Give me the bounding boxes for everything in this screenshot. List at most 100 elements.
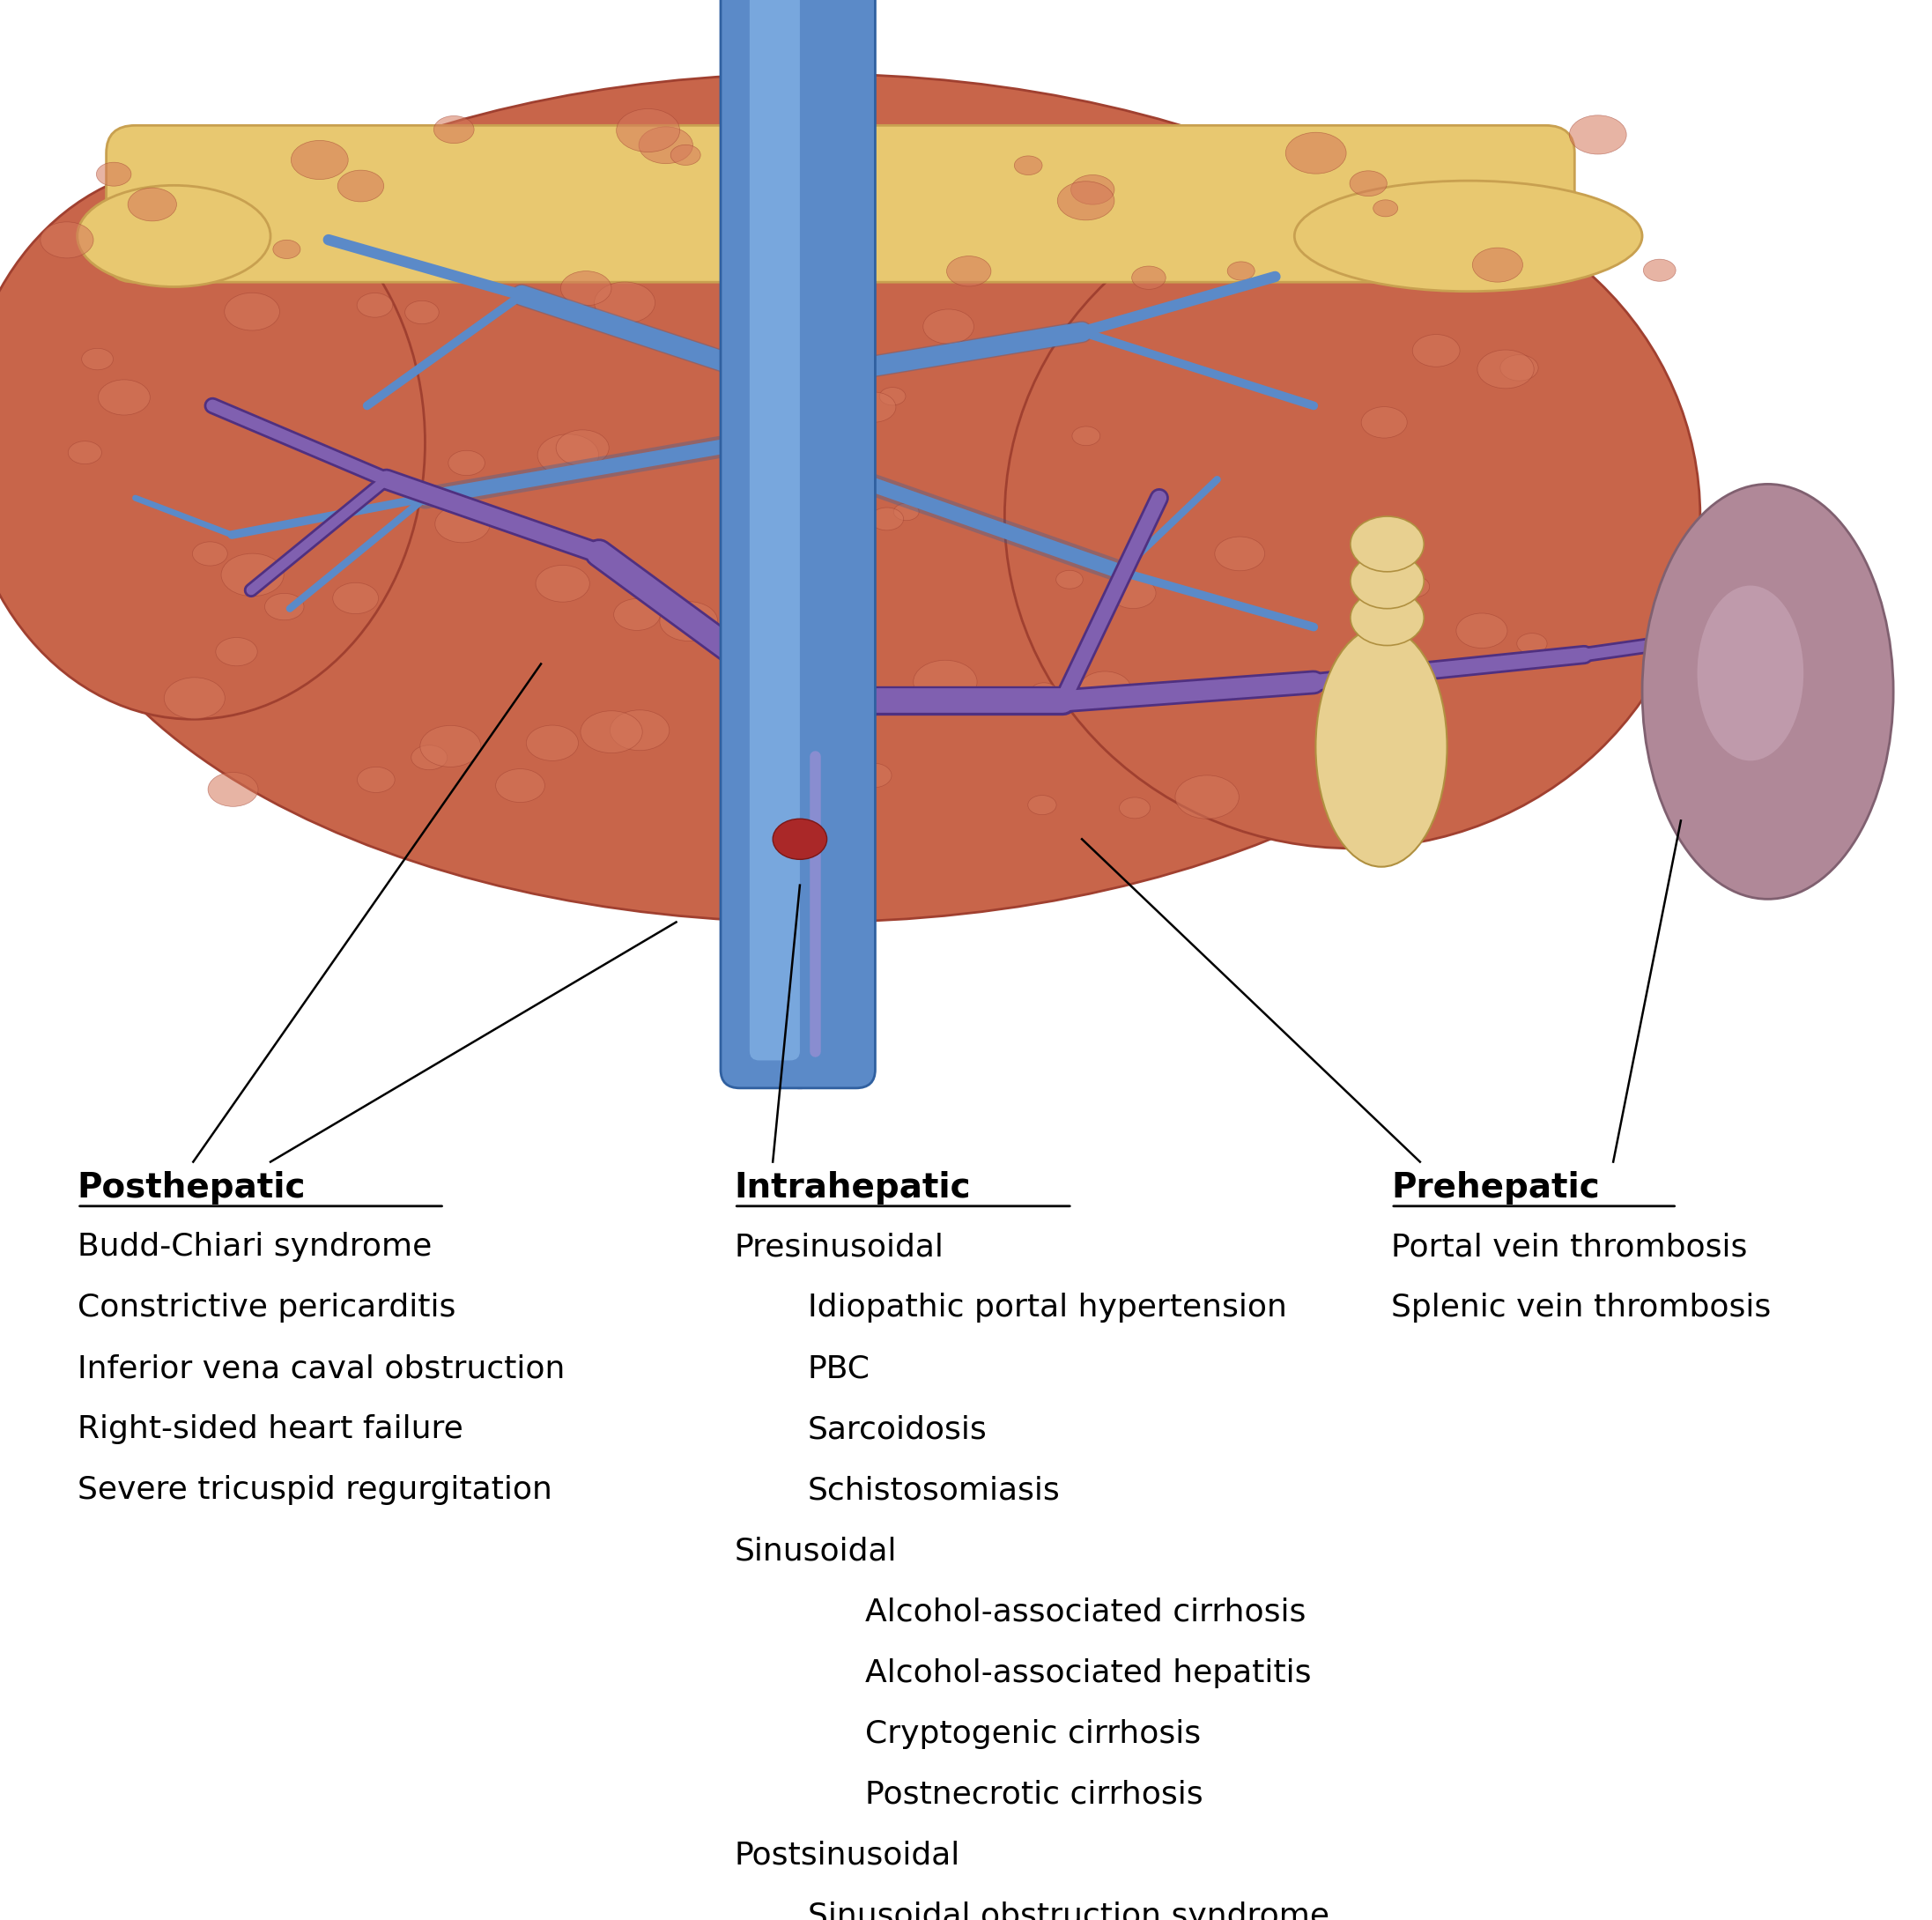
Ellipse shape bbox=[1350, 589, 1424, 645]
FancyBboxPatch shape bbox=[750, 0, 800, 1060]
Text: Sarcoidosis: Sarcoidosis bbox=[808, 1415, 987, 1444]
Text: Sinusoidal obstruction syndrome: Sinusoidal obstruction syndrome bbox=[808, 1901, 1329, 1920]
Ellipse shape bbox=[224, 292, 280, 330]
Ellipse shape bbox=[220, 553, 284, 597]
Ellipse shape bbox=[1642, 484, 1893, 899]
Ellipse shape bbox=[782, 250, 813, 273]
Ellipse shape bbox=[448, 451, 485, 476]
Ellipse shape bbox=[97, 163, 131, 186]
Ellipse shape bbox=[1350, 516, 1424, 572]
Text: Sinusoidal: Sinusoidal bbox=[734, 1536, 896, 1567]
Ellipse shape bbox=[1005, 184, 1700, 849]
Ellipse shape bbox=[1350, 553, 1424, 609]
Ellipse shape bbox=[1070, 175, 1115, 205]
Ellipse shape bbox=[272, 240, 299, 259]
Ellipse shape bbox=[0, 165, 425, 720]
Ellipse shape bbox=[750, 710, 794, 741]
Ellipse shape bbox=[616, 109, 680, 152]
Ellipse shape bbox=[338, 171, 384, 202]
Ellipse shape bbox=[1374, 200, 1399, 217]
Ellipse shape bbox=[639, 127, 694, 163]
Ellipse shape bbox=[1472, 248, 1522, 282]
Ellipse shape bbox=[914, 660, 978, 703]
Ellipse shape bbox=[1644, 259, 1675, 282]
Ellipse shape bbox=[193, 541, 228, 566]
Text: Postsinusoidal: Postsinusoidal bbox=[734, 1841, 960, 1870]
Text: Right-sided heart failure: Right-sided heart failure bbox=[77, 1415, 464, 1444]
Text: Alcohol-associated hepatitis: Alcohol-associated hepatitis bbox=[866, 1659, 1312, 1688]
Text: Inferior vena caval obstruction: Inferior vena caval obstruction bbox=[77, 1354, 564, 1384]
Text: Idiopathic portal hypertension: Idiopathic portal hypertension bbox=[808, 1292, 1287, 1323]
Text: Schistosomiasis: Schistosomiasis bbox=[808, 1475, 1061, 1505]
Ellipse shape bbox=[879, 388, 906, 405]
Ellipse shape bbox=[1078, 672, 1130, 707]
Ellipse shape bbox=[835, 109, 869, 132]
Ellipse shape bbox=[1362, 407, 1406, 438]
Ellipse shape bbox=[1350, 171, 1387, 196]
Ellipse shape bbox=[1014, 156, 1041, 175]
Ellipse shape bbox=[1569, 115, 1627, 154]
Text: PBC: PBC bbox=[808, 1354, 869, 1384]
Ellipse shape bbox=[852, 392, 896, 422]
Ellipse shape bbox=[556, 430, 609, 467]
Ellipse shape bbox=[560, 271, 611, 305]
Ellipse shape bbox=[265, 593, 303, 620]
FancyBboxPatch shape bbox=[721, 0, 875, 1089]
Ellipse shape bbox=[419, 726, 481, 766]
Ellipse shape bbox=[856, 764, 891, 787]
Ellipse shape bbox=[1397, 576, 1430, 597]
Ellipse shape bbox=[614, 599, 661, 630]
Ellipse shape bbox=[39, 73, 1584, 922]
Ellipse shape bbox=[1119, 797, 1150, 818]
Text: Splenic vein thrombosis: Splenic vein thrombosis bbox=[1391, 1292, 1772, 1323]
Ellipse shape bbox=[611, 710, 668, 751]
Ellipse shape bbox=[406, 301, 439, 324]
Ellipse shape bbox=[292, 140, 348, 179]
Ellipse shape bbox=[1412, 334, 1461, 367]
Ellipse shape bbox=[41, 223, 93, 257]
Ellipse shape bbox=[1030, 684, 1057, 701]
Ellipse shape bbox=[1457, 612, 1507, 649]
Text: Cryptogenic cirrhosis: Cryptogenic cirrhosis bbox=[866, 1718, 1202, 1749]
Text: Constrictive pericarditis: Constrictive pericarditis bbox=[77, 1292, 456, 1323]
Ellipse shape bbox=[357, 766, 394, 793]
Ellipse shape bbox=[332, 582, 379, 614]
Ellipse shape bbox=[923, 309, 974, 344]
Ellipse shape bbox=[216, 637, 257, 666]
Ellipse shape bbox=[1517, 634, 1548, 655]
Ellipse shape bbox=[1132, 267, 1165, 290]
Ellipse shape bbox=[209, 772, 259, 806]
Ellipse shape bbox=[1215, 538, 1265, 570]
Ellipse shape bbox=[81, 348, 114, 371]
Ellipse shape bbox=[1478, 349, 1534, 388]
Ellipse shape bbox=[497, 768, 545, 803]
Ellipse shape bbox=[128, 188, 176, 221]
Ellipse shape bbox=[1175, 776, 1238, 818]
Ellipse shape bbox=[670, 144, 701, 165]
Text: Intrahepatic: Intrahepatic bbox=[734, 1171, 970, 1204]
Ellipse shape bbox=[1227, 261, 1254, 280]
Ellipse shape bbox=[537, 434, 599, 476]
Ellipse shape bbox=[595, 282, 655, 323]
FancyBboxPatch shape bbox=[106, 125, 1575, 282]
Text: Portal vein thrombosis: Portal vein thrombosis bbox=[1391, 1233, 1747, 1261]
Ellipse shape bbox=[1316, 628, 1447, 866]
Ellipse shape bbox=[164, 678, 224, 718]
Ellipse shape bbox=[1111, 578, 1155, 609]
Ellipse shape bbox=[435, 505, 491, 543]
Ellipse shape bbox=[773, 818, 827, 860]
Ellipse shape bbox=[947, 255, 991, 286]
Text: Budd-Chiari syndrome: Budd-Chiari syndrome bbox=[77, 1233, 431, 1261]
Text: Presinusoidal: Presinusoidal bbox=[734, 1233, 943, 1261]
Ellipse shape bbox=[1014, 691, 1045, 712]
Ellipse shape bbox=[77, 186, 270, 286]
Ellipse shape bbox=[1393, 651, 1424, 674]
Ellipse shape bbox=[734, 591, 784, 624]
Text: Severe tricuspid regurgitation: Severe tricuspid regurgitation bbox=[77, 1475, 553, 1505]
Ellipse shape bbox=[1294, 180, 1642, 292]
Text: Posthepatic: Posthepatic bbox=[77, 1171, 305, 1204]
Ellipse shape bbox=[1285, 132, 1347, 173]
Ellipse shape bbox=[535, 564, 589, 603]
Ellipse shape bbox=[357, 294, 392, 317]
Text: Prehepatic: Prehepatic bbox=[1391, 1171, 1600, 1204]
